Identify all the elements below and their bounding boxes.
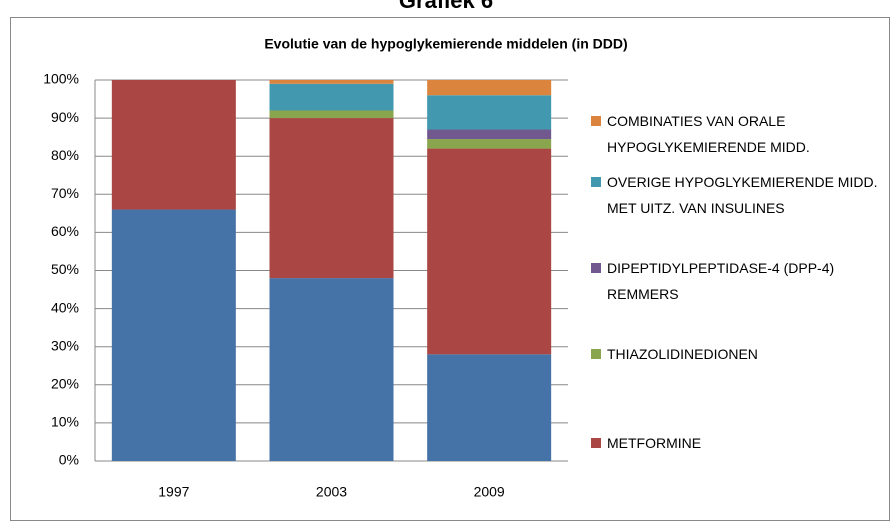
legend-swatch — [591, 177, 601, 187]
y-tick-label: 70% — [51, 185, 79, 201]
bar-segment — [427, 95, 552, 130]
y-tick-label: 50% — [51, 261, 79, 277]
legend-label: THIAZOLIDINEDIONEN — [607, 346, 758, 362]
y-tick-label: 80% — [51, 147, 79, 163]
legend-label: METFORMINE — [607, 435, 702, 451]
bar-segment — [269, 110, 394, 119]
chart-title: Evolutie van de hypoglykemierende middel… — [264, 36, 627, 52]
legend-label: COMBINATIES VAN ORALE HYPOGLYKEMIERENDE … — [607, 113, 810, 155]
heading: Grafiek 6 — [399, 0, 493, 13]
legend-label: OVERIGE HYPOGLYKEMIERENDE MIDD. MET UITZ… — [607, 174, 878, 216]
y-tick-label: 0% — [59, 452, 79, 468]
bar-segment — [269, 118, 394, 279]
bar-segment — [269, 278, 394, 461]
x-tick-label: 2009 — [474, 484, 505, 500]
y-tick-label: 40% — [51, 299, 79, 315]
bar-segment — [269, 80, 394, 84]
bar-segment — [427, 139, 552, 149]
bar-segment — [427, 148, 552, 355]
bar-segment — [111, 209, 236, 461]
bar-segment — [427, 129, 552, 140]
legend-swatch — [591, 116, 601, 126]
y-tick-label: 60% — [51, 223, 79, 239]
bar-segment — [269, 83, 394, 111]
bar-segment — [427, 80, 552, 96]
y-tick-label: 100% — [43, 71, 79, 87]
bar-segment — [111, 80, 236, 210]
y-tick-label: 20% — [51, 376, 79, 392]
legend-label: DIPEPTIDYLPEPTIDASE-4 (DPP-4) REMMERS — [607, 260, 835, 302]
legend-swatch — [591, 349, 601, 359]
bar-segment — [427, 354, 552, 461]
legend-swatch — [591, 438, 601, 448]
x-tick-label: 2003 — [316, 484, 347, 500]
legend-swatch — [591, 263, 601, 273]
x-tick-label: 1997 — [158, 484, 189, 500]
y-tick-label: 30% — [51, 337, 79, 353]
y-tick-label: 10% — [51, 414, 79, 430]
y-tick-label: 90% — [51, 109, 79, 125]
